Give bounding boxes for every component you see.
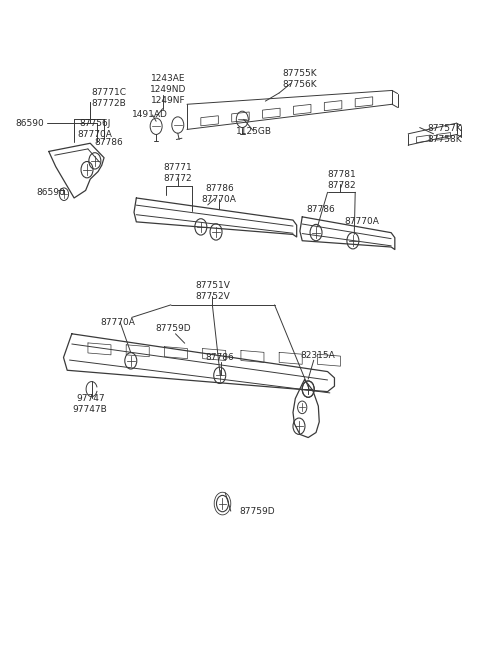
Text: 87755K
87756K: 87755K 87756K bbox=[283, 69, 317, 89]
Text: 87771
87772: 87771 87772 bbox=[163, 163, 192, 183]
Text: 87759D: 87759D bbox=[156, 324, 191, 333]
Text: 87786: 87786 bbox=[205, 353, 234, 362]
Text: 87786
87770A: 87786 87770A bbox=[202, 184, 237, 204]
Text: 87759D: 87759D bbox=[239, 506, 275, 515]
Text: 82315A: 82315A bbox=[300, 351, 335, 360]
Text: 1243AE
1249ND
1249NF: 1243AE 1249ND 1249NF bbox=[150, 74, 187, 105]
Text: 87771C
87772B: 87771C 87772B bbox=[91, 88, 126, 108]
Text: 86590: 86590 bbox=[36, 188, 65, 196]
Text: 87786: 87786 bbox=[94, 138, 123, 147]
Text: 87751V
87752V: 87751V 87752V bbox=[195, 281, 230, 301]
Text: 87781
87782: 87781 87782 bbox=[327, 170, 356, 190]
Text: 1125GB: 1125GB bbox=[236, 127, 272, 136]
Text: 87786: 87786 bbox=[306, 205, 335, 214]
Text: 87756J
87770A: 87756J 87770A bbox=[77, 119, 112, 140]
Text: 87757K
87758K: 87757K 87758K bbox=[428, 124, 462, 144]
Text: 86590: 86590 bbox=[15, 119, 44, 128]
Text: 97747
97747B: 97747 97747B bbox=[73, 394, 108, 414]
Text: 87770A: 87770A bbox=[345, 217, 380, 227]
Text: 87770A: 87770A bbox=[100, 318, 135, 327]
Text: 1491AD: 1491AD bbox=[132, 111, 168, 119]
